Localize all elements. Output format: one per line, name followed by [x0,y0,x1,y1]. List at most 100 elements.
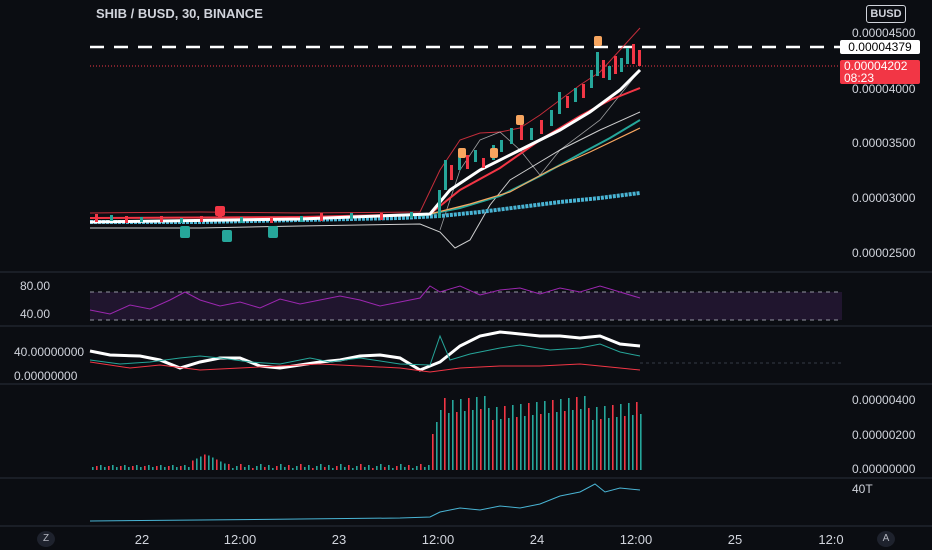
rsi-band [90,292,842,320]
volume-bar [212,457,214,470]
volume-bar [280,464,282,470]
volume-bar [176,467,178,470]
zoom-button[interactable]: Z [37,531,55,547]
volume-bar [516,417,518,470]
volume-bar [180,466,182,470]
volume-bar [548,413,550,470]
volume-bar [208,455,210,470]
volume-bar [380,464,382,470]
volume-bar [564,411,566,470]
volume-bar [628,403,630,470]
volume-bar [472,410,474,470]
volume-bar [636,402,638,470]
volume-bar [224,463,226,470]
volume-bar [296,466,298,470]
volume-bar [460,399,462,470]
volume-bar [216,459,218,470]
volume-bar [104,467,106,470]
volume-bar [432,434,434,470]
volume-bar [164,467,166,470]
volume-bar [484,396,486,470]
volume-bar [148,465,150,470]
volume-bar [100,465,102,470]
time-axis-label: 12:00 [421,532,455,547]
volume-bar [556,412,558,470]
volume-bar [288,465,290,470]
volume-bar [372,468,374,470]
volume-bar [220,461,222,470]
signal-markers [180,36,602,242]
time-axis-label: 22 [134,532,150,547]
volume-bar [316,466,318,470]
volume-bar [620,404,622,470]
last-price-tag[interactable]: 0.00004202 08:23 [840,60,920,84]
volume-bar [120,466,122,470]
volume-bar [560,399,562,470]
volume-bar [528,403,530,470]
volume-bar [580,409,582,470]
volume-bar [356,466,358,470]
volume-bar [552,400,554,470]
volume-bar [256,466,258,470]
volume-bar [488,408,490,470]
volume-bar [92,467,94,470]
volume-bar [496,407,498,470]
volume-bar [352,468,354,470]
volume-bar [292,468,294,470]
volume-bar [240,464,242,470]
volume-bar [308,465,310,470]
volume-bar [428,465,430,470]
volume-bar [140,467,142,470]
auto-scale-button[interactable]: A [877,531,895,547]
volume-bar [396,466,398,470]
volume-bar [272,468,274,470]
osc-white [89,330,641,372]
volume-bar [420,464,422,470]
volume-bar [436,422,438,470]
time-axis-label: 12:00 [619,532,653,547]
volume-bar [544,401,546,470]
volume-bar [376,466,378,470]
volume-bar [184,465,186,470]
volume-bar [324,467,326,470]
volume-bar [412,468,414,470]
volume-bar [568,398,570,470]
volume-bar [304,467,306,470]
volume-bar [592,420,594,470]
osc-axis-label: 0.00000000 [14,369,78,383]
volume-bar [328,465,330,470]
volume-bar [136,465,138,470]
volume-bar [156,466,158,470]
volume-bar [640,414,642,470]
chart-title: SHIB / BUSD, 30, BINANCE [96,6,263,21]
volume-bar [388,465,390,470]
time-axis-label: 12:0 [818,532,844,547]
rsi-line [89,285,641,315]
rsi-axis-label: 80.00 [20,279,51,293]
price-line-tag[interactable]: 0.00004379 [840,40,920,54]
bar-countdown: 08:23 [844,71,875,85]
volume-axis-label: 0.00000200 [852,428,916,442]
volume-bar [572,410,574,470]
volume-bar [508,418,510,470]
volume-bar [584,396,586,470]
price-axis-label: 0.00004500 [852,26,916,40]
volume-bar [624,416,626,470]
volume-bar [600,419,602,470]
volume-bar [312,468,314,470]
volume-bar [260,464,262,470]
volume-bar [392,468,394,470]
volume-bar [336,466,338,470]
volume-bar [172,465,174,470]
volume-bar [192,460,194,470]
time-axis-label: 12:00 [223,532,257,547]
volume-bar [244,467,246,470]
volume-bar [576,397,578,470]
volume-bars [92,396,642,470]
currency-badge[interactable]: BUSD [866,5,906,23]
volume-bar [408,465,410,470]
volume-bar [476,397,478,470]
volume-bar [512,405,514,470]
volume-bar [540,414,542,470]
